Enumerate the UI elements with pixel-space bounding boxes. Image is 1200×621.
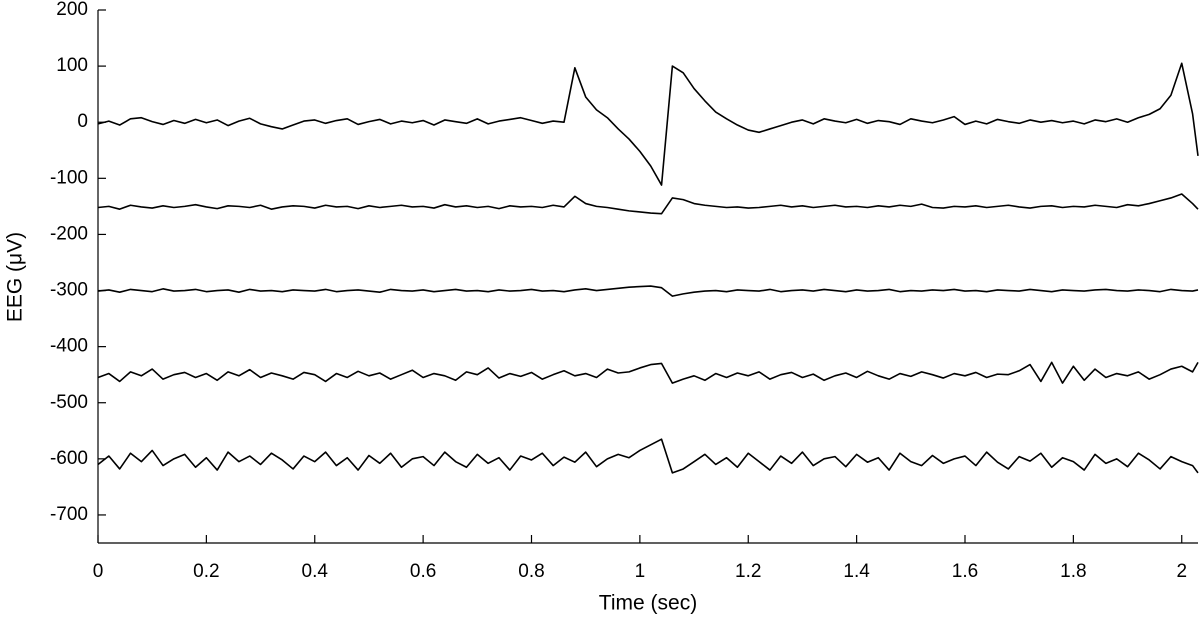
y-tick-label: -100 (50, 167, 88, 188)
y-tick-label: 200 (56, 0, 88, 20)
eeg-trace (97, 285, 1199, 297)
y-tick-label: 100 (56, 55, 88, 76)
x-tick-label: 0.4 (302, 561, 329, 582)
x-tick-label: 1.8 (1060, 561, 1086, 582)
y-tick-label: -500 (50, 392, 88, 413)
x-tick-label: 1.2 (735, 561, 761, 582)
y-tick-label: -700 (50, 504, 88, 525)
eeg-trace (97, 62, 1199, 186)
x-tick-label: 0 (93, 561, 104, 582)
eeg-trace (97, 438, 1199, 474)
y-axis-label: EEG (μV) (4, 232, 27, 322)
y-tick-label: 0 (77, 111, 88, 132)
x-axis-label: Time (sec) (599, 592, 697, 615)
y-tick-label: -200 (50, 223, 88, 244)
eeg-trace (97, 361, 1199, 384)
x-tick-label: 0.2 (193, 561, 219, 582)
y-tick-label: -300 (50, 280, 88, 301)
x-tick-label: 1 (635, 561, 646, 582)
x-tick-label: 0.8 (518, 561, 544, 582)
y-tick-label: -600 (50, 448, 88, 469)
eeg-trace (97, 193, 1199, 215)
x-tick-label: 2 (1176, 561, 1187, 582)
x-tick-label: 1.4 (843, 561, 870, 582)
x-tick-label: 0.6 (410, 561, 436, 582)
x-tick-label: 1.6 (952, 561, 978, 582)
y-tick-label: -400 (50, 336, 88, 357)
